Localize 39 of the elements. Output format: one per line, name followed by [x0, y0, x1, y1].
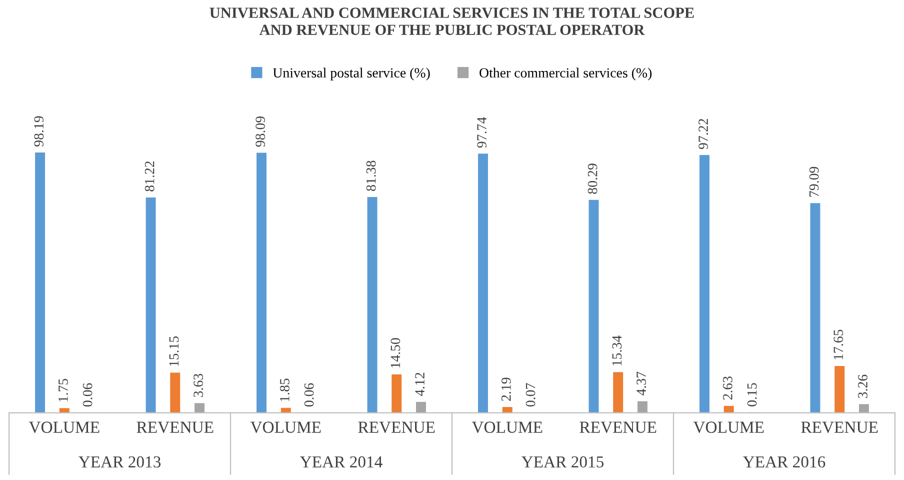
text: YEAR 2016 [742, 456, 826, 468]
data-label: 2.63 [722, 376, 732, 400]
text: YEAR 2013 [78, 456, 161, 468]
data-label: 2.19 [502, 378, 511, 401]
data-label: 97.22 [698, 118, 708, 150]
x-tick-label: REVENUE [358, 422, 435, 433]
data-label: 0.15 [747, 383, 757, 406]
data-label: 79.09 [809, 166, 819, 197]
data-label: 3.26 [858, 374, 868, 398]
data-label: 98.09 [256, 116, 266, 147]
data-label: 98.19 [34, 116, 44, 146]
data-label: 0.06 [304, 383, 314, 407]
x-tick-label: VOLUME [472, 422, 542, 433]
x-tick-label: REVENUE [136, 422, 214, 433]
legend-label: Universal postal service (%) [272, 68, 430, 80]
data-label: 0.06 [82, 383, 92, 407]
data-label: 15.15 [169, 336, 179, 366]
data-label: 97.74 [477, 117, 487, 148]
data-label: 4.37 [636, 372, 646, 396]
x-tick-label: REVENUE [801, 422, 878, 433]
data-label: 1.85 [280, 378, 290, 402]
data-label: 3.63 [194, 374, 204, 397]
x-tick-label: VOLUME [28, 422, 100, 433]
data-label: 0.07 [526, 383, 536, 407]
legend-label: Other commercial services (%) [480, 68, 652, 80]
x-tick-label: REVENUE [580, 422, 656, 433]
data-label: 4.12 [415, 372, 425, 396]
x-tick-label: VOLUME [693, 422, 764, 433]
data-label: 1.75 [58, 378, 68, 402]
data-label: 81.38 [366, 160, 376, 191]
data-label: 14.50 [390, 338, 400, 368]
data-label: 15.34 [612, 336, 622, 366]
chart-title: UNIVERSAL AND COMMERCIAL SERVICES IN THE TOTAL SCOPE AND REVENUE OF THE PUBLIC POSTAL OPERATOR [210, 8, 694, 36]
data-label: 80.29 [588, 164, 598, 194]
text: YEAR 2015 [521, 456, 604, 468]
data-label: 17.65 [834, 330, 844, 360]
x-tick-label: VOLUME [250, 422, 321, 433]
text: YEAR 2014 [300, 456, 382, 468]
data-label: 81.22 [144, 161, 154, 192]
